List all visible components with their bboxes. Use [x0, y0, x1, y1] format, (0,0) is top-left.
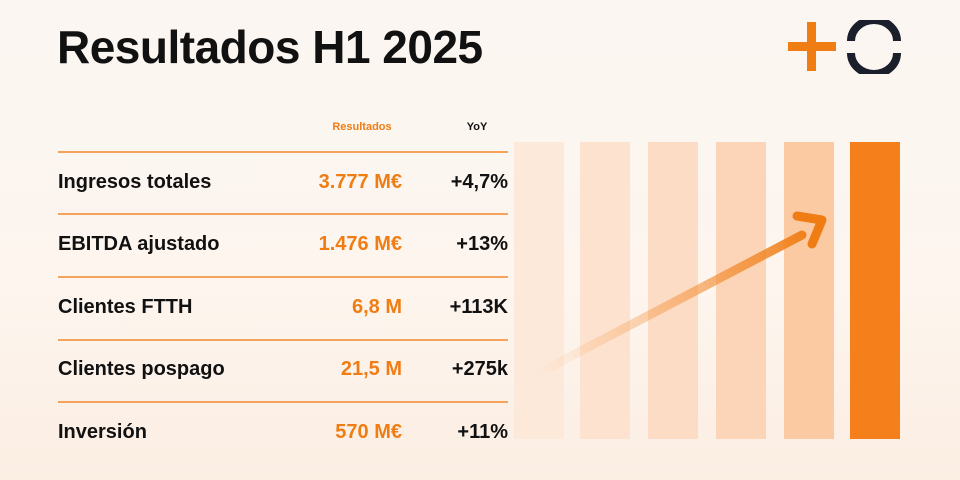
row-yoy: +4,7%: [450, 171, 508, 193]
deco-bar-4: [716, 142, 766, 439]
divider: [58, 401, 508, 403]
deco-bar-1: [514, 142, 564, 439]
ring-icon: [847, 20, 901, 74]
deco-bar-6: [850, 142, 900, 439]
row-label: Inversión: [58, 421, 147, 443]
deco-bar-5: [784, 142, 834, 439]
row-value: 1.476 M€: [318, 233, 402, 255]
row-value: 21,5 M: [340, 358, 402, 380]
plus-icon: [788, 22, 836, 71]
divider: [58, 339, 508, 341]
brand-logo: [788, 20, 901, 74]
row-value: 6,8 M: [351, 296, 402, 318]
row-yoy: +113K: [449, 296, 508, 318]
row-yoy: +13%: [456, 233, 508, 255]
table-row: Clientes pospago 21,5 M +275k: [58, 350, 510, 390]
table-row: Inversión 570 M€ +11%: [58, 413, 510, 453]
row-label: Clientes pospago: [58, 358, 225, 380]
page-title: Resultados H1 2025: [57, 21, 483, 73]
row-value: 3.777 M€: [318, 171, 402, 193]
column-header-yoy: YoY: [466, 121, 488, 133]
divider: [58, 151, 508, 153]
row-label: Ingresos totales: [58, 171, 212, 193]
row-yoy: +275k: [451, 358, 508, 380]
table-row: EBITDA ajustado 1.476 M€ +13%: [58, 225, 510, 265]
divider: [58, 213, 508, 215]
row-label: EBITDA ajustado: [58, 233, 220, 255]
row-value: 570 M€: [335, 421, 402, 443]
row-yoy: +11%: [457, 421, 508, 443]
row-label: Clientes FTTH: [58, 296, 193, 318]
table-row: Clientes FTTH 6,8 M +113K: [58, 288, 510, 328]
column-header-results: Resultados: [332, 121, 392, 133]
divider: [58, 276, 508, 278]
deco-bar-2: [580, 142, 630, 439]
table-row: Ingresos totales 3.777 M€ +4,7%: [58, 163, 510, 203]
